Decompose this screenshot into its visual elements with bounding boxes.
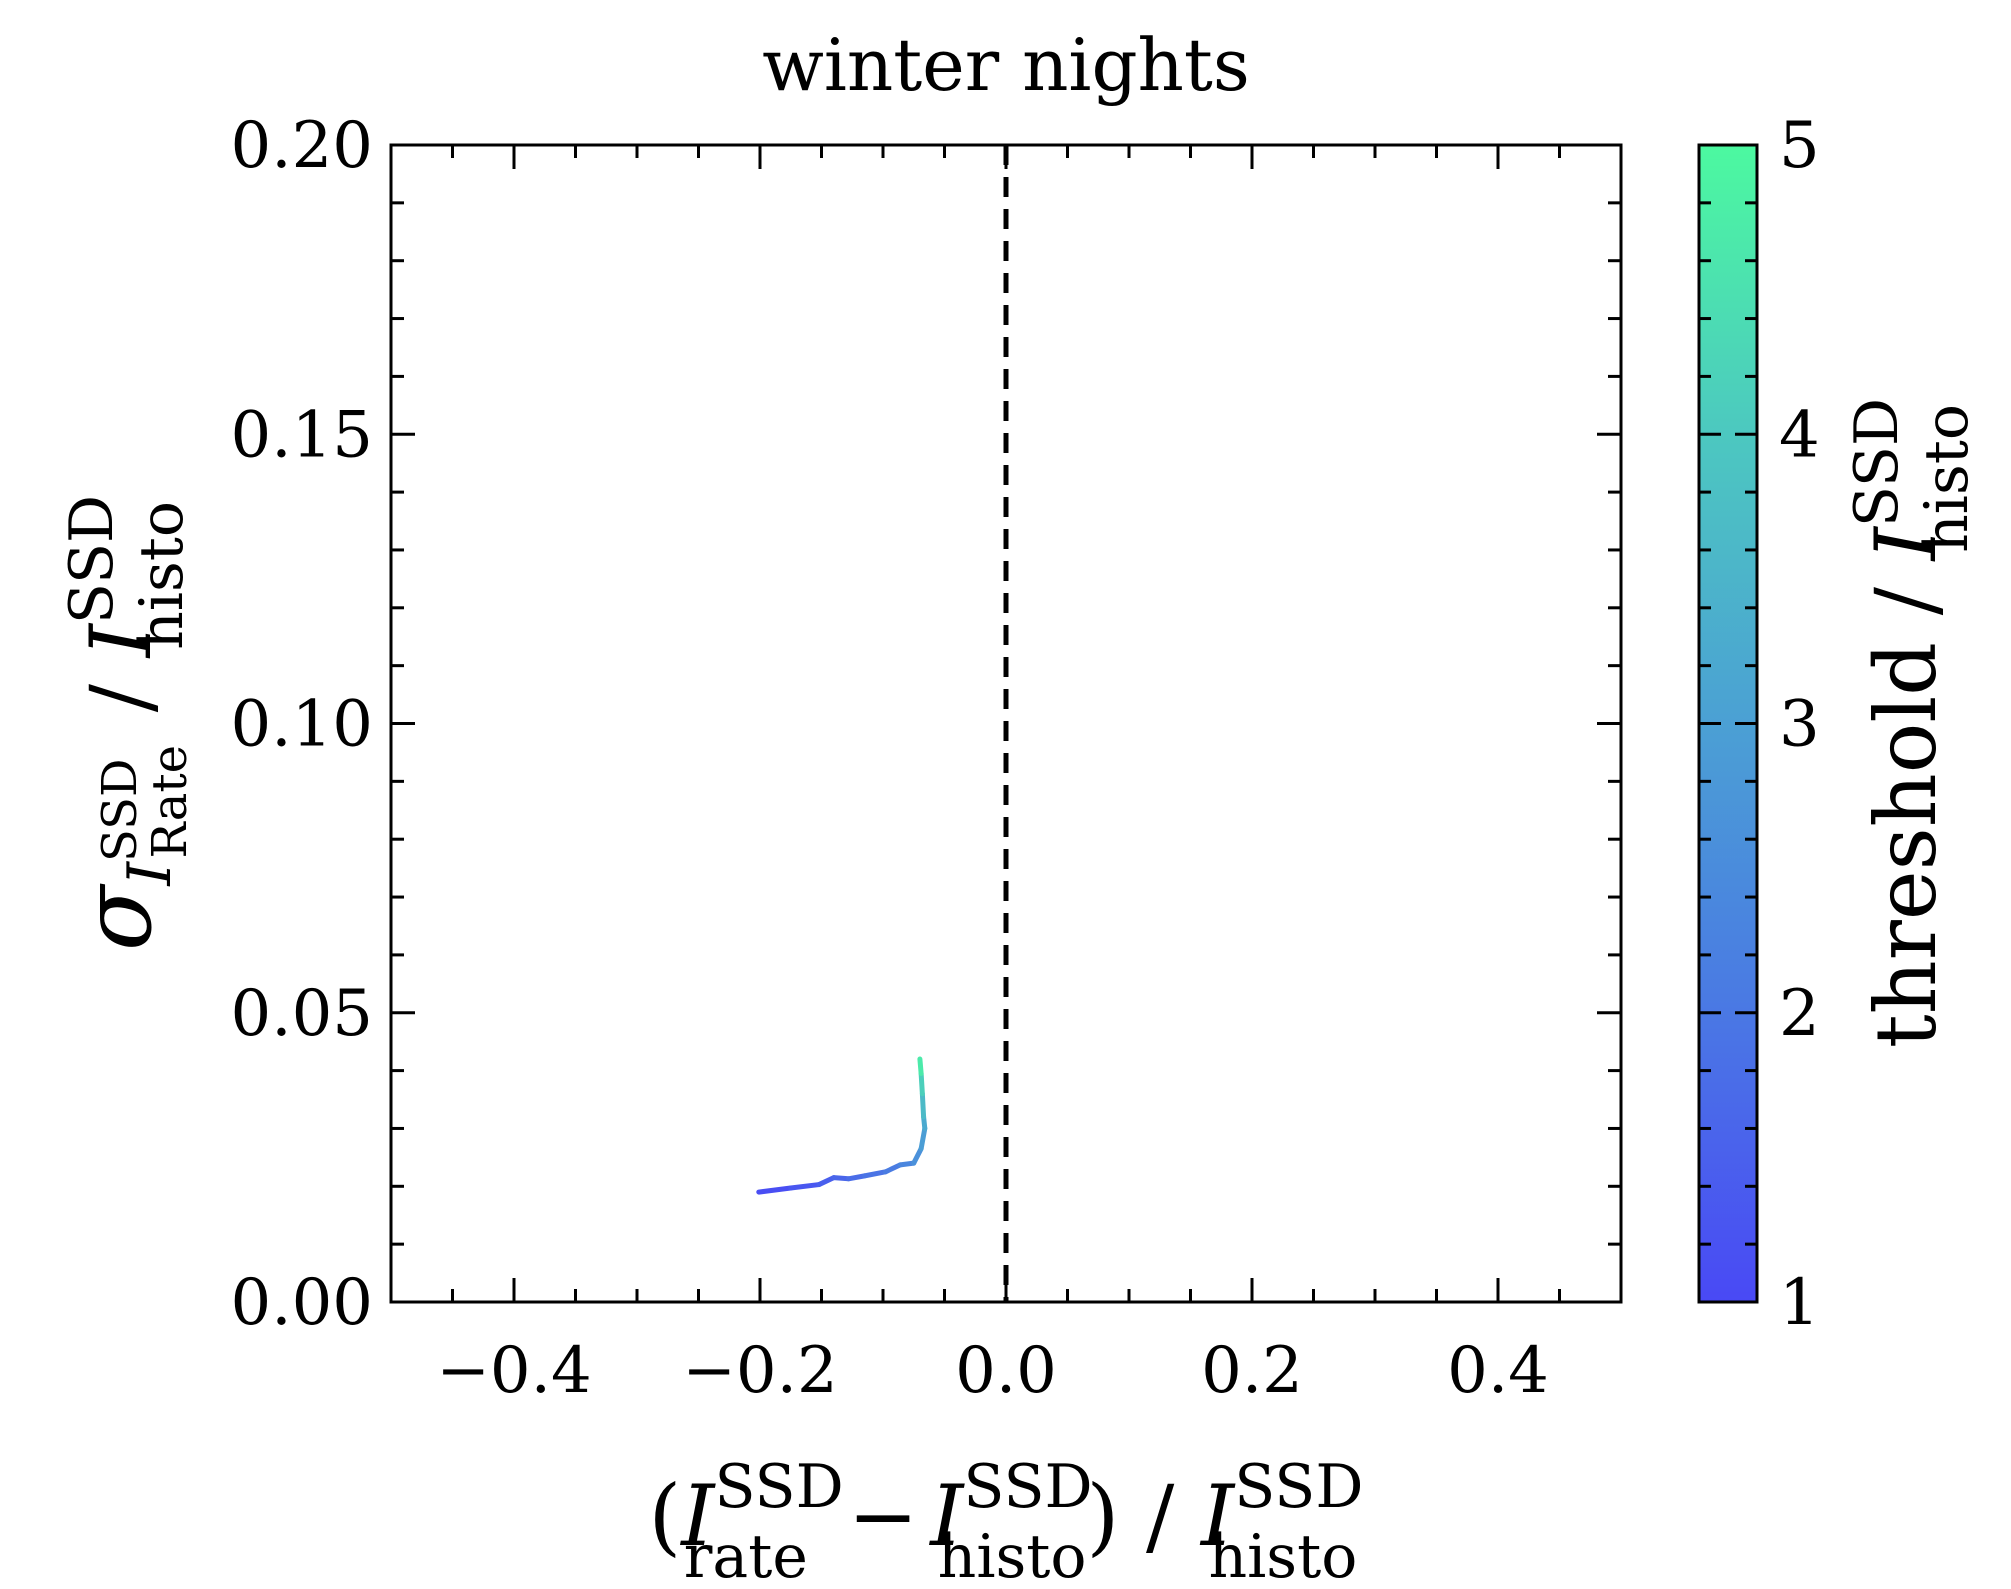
x-tick-label: 0.4 [1447,1334,1549,1408]
x-tick-label: −0.4 [436,1334,591,1408]
x-axis-title-var2: I [928,1467,965,1565]
y-tick-label: 0.15 [231,398,374,472]
series-segment [918,1125,928,1152]
series-segment [846,1173,868,1182]
colorbar-title-sub: histo [1912,404,1982,553]
series-segment [917,1056,924,1076]
y-axis-title-sup2: SSD [57,495,127,624]
y-axis-title-slash: / [72,657,170,739]
y-tick-label: 0.10 [231,688,374,762]
x-axis-title-sup3: SSD [1234,1452,1363,1522]
colorbar-title-sup: SSD [1842,398,1912,527]
x-axis-title-prefix: ( [649,1467,682,1565]
series-segment [918,1070,925,1097]
y-tick-label: 0.05 [231,977,374,1051]
series-layer [756,1056,928,1195]
y-tick-label: 0.20 [231,109,374,183]
y-tick-label: 0.00 [231,1266,374,1340]
series-segment [882,1162,903,1175]
x-axis-title-sub3: histo [1208,1522,1357,1589]
x-axis-title-minus: − [848,1467,918,1565]
y-axis-title-var2: I [72,622,170,659]
colorbar-ticks: 1 2 3 4 5 [1699,109,1820,1340]
colorbar: 1 2 3 4 5 [1697,109,1820,1340]
chart-title: winter nights [762,23,1250,107]
series-segment [756,1185,794,1195]
x-tick-labels: −0.4 −0.2 0.0 0.2 0.4 [436,1334,1549,1408]
colorbar-tick-label: 3 [1779,688,1820,762]
series-segment [919,1091,927,1120]
colorbar-title-text: threshold / [1857,560,1955,1048]
colorbar-tick-label: 4 [1779,398,1820,472]
colorbar-tick-label: 2 [1779,977,1820,1051]
x-axis-title: (ISSD rate − ISSD histo) / ISSD histo [649,1452,1364,1589]
colorbar-tick-label: 1 [1779,1266,1820,1340]
series-segment [862,1169,888,1179]
x-axis-title-var3: I [1199,1467,1236,1565]
series-segment [788,1182,822,1191]
plot-frame [389,143,1623,1304]
y-axis-title-sub: Rate [142,745,198,859]
y-tick-labels: 0.00 0.05 0.10 0.15 0.20 [231,109,374,1340]
x-axis-title-suffix: ) / [1087,1467,1201,1565]
y-axis-title: σISSDRate / ISSDhisto [57,495,198,951]
plot-area [389,143,1623,1304]
x-axis-title-sup1: SSD [714,1452,843,1522]
x-axis-title-sub2: histo [938,1522,1087,1589]
y-axis-title-sup: SSD [92,759,148,862]
x-axis-title-sup2: SSD [963,1452,1092,1522]
series-segment [911,1146,924,1166]
y-axis-title-sigma: σ [61,883,173,951]
colorbar-title: threshold / ISSDhisto [1842,398,1982,1048]
y-axis-title-sub2: histo [127,501,197,650]
x-axis-title-var1: I [679,1467,716,1565]
colorbar-tick-label: 5 [1779,109,1820,183]
y-axis-title-var-sub: I [115,861,185,887]
x-tick-label: 0.0 [955,1334,1057,1408]
series-segment [816,1175,837,1188]
colorbar-title-var: I [1857,525,1955,562]
x-tick-label: 0.2 [1201,1334,1303,1408]
x-axis-title-sub1: rate [684,1522,808,1589]
x-tick-label: −0.2 [682,1334,837,1408]
